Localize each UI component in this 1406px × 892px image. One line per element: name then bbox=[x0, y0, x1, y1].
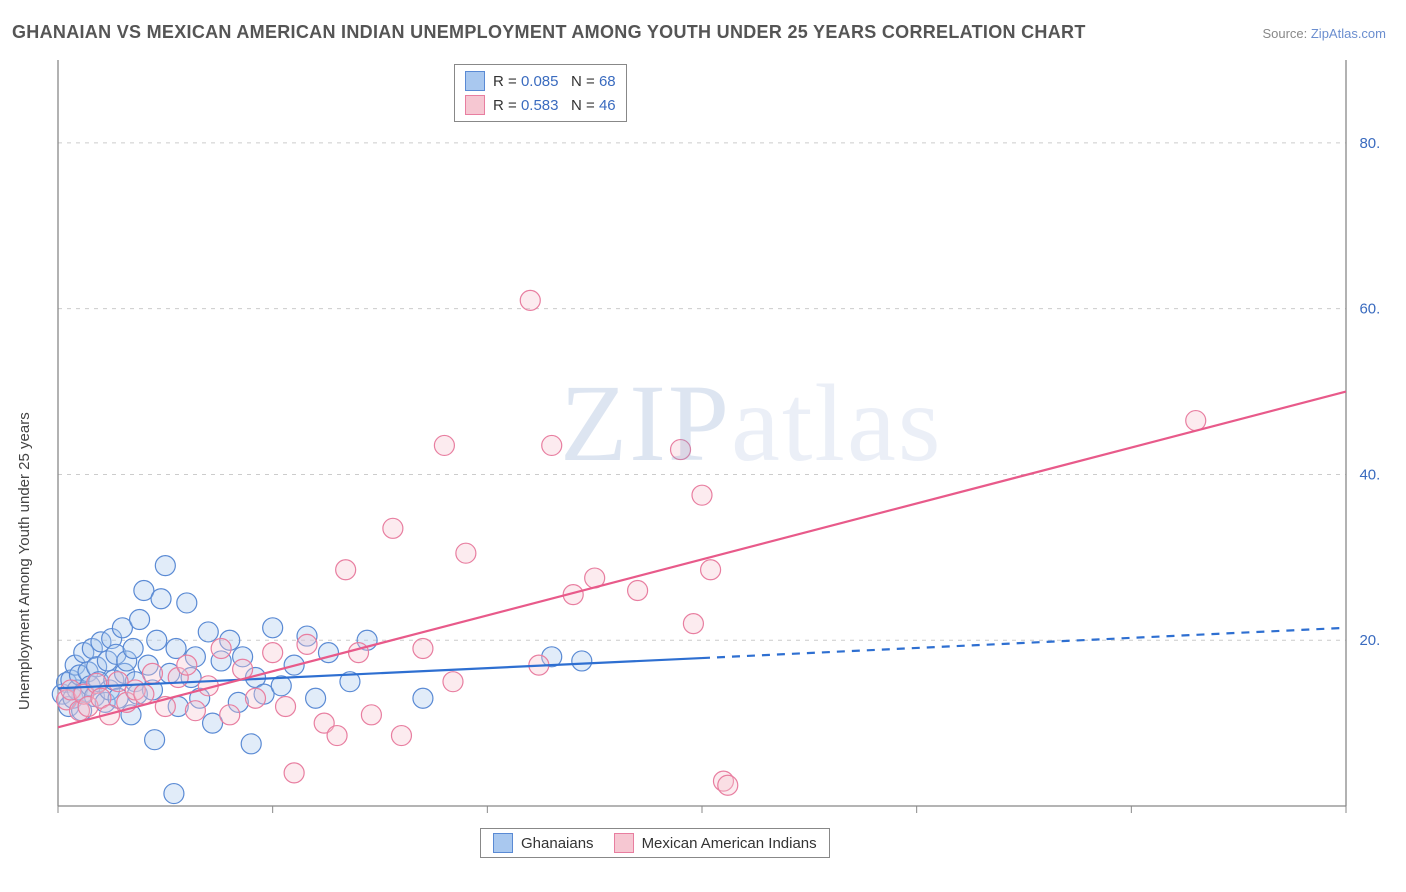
legend-corr-row: R = 0.085 N = 68 bbox=[465, 69, 616, 93]
source-label: Source: ZipAtlas.com bbox=[1262, 26, 1386, 41]
legend-corr-row: R = 0.583 N = 46 bbox=[465, 93, 616, 117]
legend-series-item: Ghanaians bbox=[493, 833, 594, 853]
source-prefix: Source: bbox=[1262, 26, 1310, 41]
svg-text:60.0%: 60.0% bbox=[1359, 301, 1380, 318]
legend-series-label: Mexican American Indians bbox=[642, 835, 817, 852]
legend-corr-text: R = 0.085 N = 68 bbox=[493, 73, 616, 90]
plot-area: 20.0%40.0%60.0%80.0%0.0%30.0% bbox=[50, 60, 1380, 820]
legend-series-item: Mexican American Indians bbox=[614, 833, 817, 853]
svg-text:20.0%: 20.0% bbox=[1359, 632, 1380, 649]
legend-swatch-icon bbox=[493, 833, 513, 853]
legend-swatch-icon bbox=[465, 95, 485, 115]
legend-series-label: Ghanaians bbox=[521, 835, 594, 852]
legend-swatch-icon bbox=[614, 833, 634, 853]
legend-swatch-icon bbox=[465, 71, 485, 91]
chart-title: GHANAIAN VS MEXICAN AMERICAN INDIAN UNEM… bbox=[12, 22, 1086, 43]
y-axis-label: Unemployment Among Youth under 25 years bbox=[16, 0, 36, 710]
legend-series: Ghanaians Mexican American Indians bbox=[480, 828, 830, 858]
legend-correlation: R = 0.085 N = 68 R = 0.583 N = 46 bbox=[454, 64, 627, 122]
legend-corr-text: R = 0.583 N = 46 bbox=[493, 97, 616, 114]
chart-container: GHANAIAN VS MEXICAN AMERICAN INDIAN UNEM… bbox=[0, 0, 1406, 892]
svg-text:80.0%: 80.0% bbox=[1359, 135, 1380, 152]
source-link[interactable]: ZipAtlas.com bbox=[1311, 26, 1386, 41]
svg-text:40.0%: 40.0% bbox=[1359, 466, 1380, 483]
chart-svg: 20.0%40.0%60.0%80.0%0.0%30.0% bbox=[50, 60, 1380, 820]
